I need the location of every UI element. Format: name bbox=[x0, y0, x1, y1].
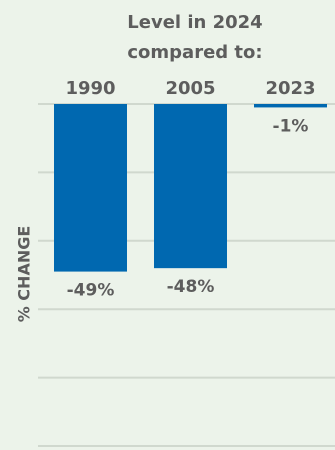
bar-1990 bbox=[54, 104, 127, 272]
bar-2023 bbox=[254, 104, 327, 108]
chart-title-line-2: compared to: bbox=[127, 42, 263, 63]
value-label-2023: -1% bbox=[273, 116, 309, 136]
category-label-2023: 2023 bbox=[265, 78, 315, 99]
value-label-2005: -48% bbox=[167, 277, 215, 297]
chart-title-line-1: Level in 2024 bbox=[127, 12, 263, 33]
bar-2005 bbox=[154, 104, 227, 269]
value-label-1990: -49% bbox=[67, 281, 115, 301]
category-label-2005: 2005 bbox=[165, 78, 215, 99]
category-label-1990: 1990 bbox=[65, 78, 115, 99]
